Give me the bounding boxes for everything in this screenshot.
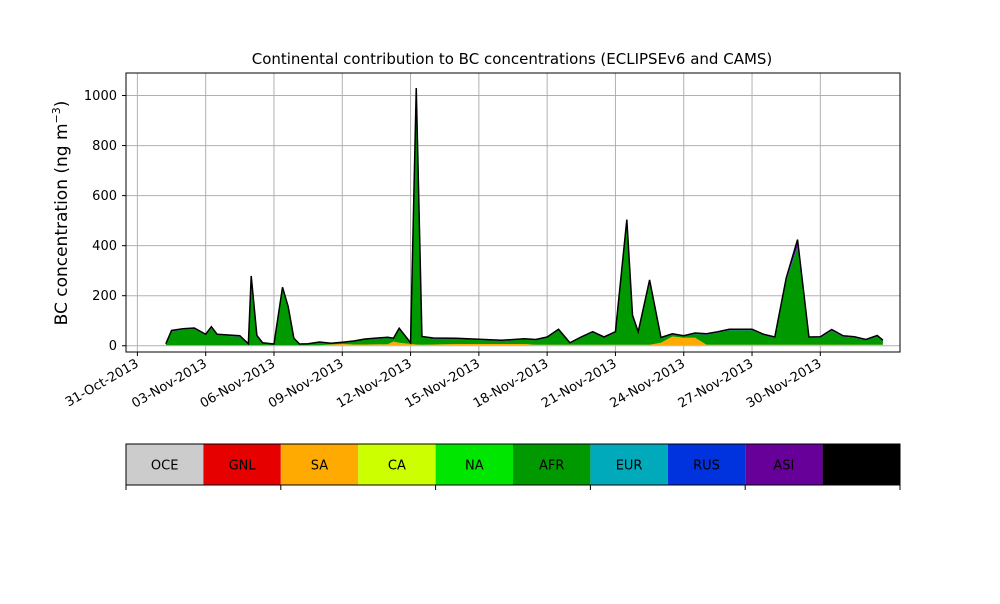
legend-label-na: NA — [465, 459, 484, 474]
y-tick-label: 400 — [92, 239, 117, 254]
x-tick-label: 21-Nov-2013 — [539, 356, 619, 411]
legend-swatch-aus — [822, 444, 900, 485]
legend-colorbar: OCE GNL SA CA NA AFR EUR RUS ASI AUS — [125, 443, 901, 490]
legend-label-aus: AUS — [848, 459, 875, 474]
x-tick-label: 15-Nov-2013 — [403, 356, 483, 411]
x-tick-label: 31-Oct-2013 — [63, 356, 141, 410]
series-area-asi — [165, 88, 883, 345]
y-tick-label: 0 — [109, 339, 117, 354]
legend-frame — [125, 443, 901, 486]
x-tick-label: 30-Nov-2013 — [744, 356, 824, 411]
legend-swatch-sa — [280, 444, 359, 485]
total-outline — [165, 87, 884, 346]
series-area-afr — [165, 93, 883, 346]
legend-label-eur: EUR — [616, 459, 643, 474]
y-axis-label-close: ) — [52, 101, 72, 108]
y-axis-label-superscript: −3 — [50, 107, 63, 123]
legend-label-asi: ASI — [773, 459, 794, 474]
x-tick-label: 18-Nov-2013 — [471, 356, 551, 411]
plot-frame — [125, 72, 901, 353]
legend-swatch-gnl — [203, 444, 281, 485]
y-tick-label: 1000 — [84, 89, 117, 104]
legend-swatch-na — [435, 444, 513, 485]
x-tick-label: 03-Nov-2013 — [129, 356, 209, 411]
legend-swatch-rus — [667, 444, 746, 485]
x-tick-label: 12-Nov-2013 — [334, 356, 414, 411]
y-axis-label-main: BC concentration (ng m — [52, 123, 72, 325]
legend-swatch-asi — [745, 444, 823, 485]
x-tick-label: 27-Nov-2013 — [676, 356, 756, 411]
legend-label-rus: RUS — [693, 459, 720, 474]
y-axis-label: BC concentration (ng m−3) — [50, 101, 72, 326]
x-tick-label: 06-Nov-2013 — [198, 356, 278, 411]
y-tick-label: 600 — [92, 189, 117, 204]
series-area-rus — [165, 91, 883, 345]
series-area-oce — [165, 345, 883, 346]
series-area-sa — [165, 336, 883, 346]
y-tick-label: 200 — [92, 289, 117, 304]
chart-title: Continental contribution to BC concentra… — [252, 50, 773, 68]
legend-swatch-eur — [590, 444, 668, 485]
x-tick-label: 09-Nov-2013 — [266, 356, 346, 411]
legend-swatch-oce — [126, 444, 204, 485]
legend-label-ca: CA — [388, 459, 406, 474]
legend-swatch-afr — [513, 444, 591, 485]
x-tick-label: 24-Nov-2013 — [607, 356, 687, 411]
legend-label-sa: SA — [311, 459, 328, 474]
legend-swatch-ca — [358, 444, 436, 485]
legend-label-gnl: GNL — [229, 459, 257, 474]
y-tick-label: 800 — [92, 139, 117, 154]
plot-area: 0200400600800100031-Oct-201303-Nov-20130… — [63, 72, 901, 411]
legend-label-oce: OCE — [151, 459, 179, 474]
legend-label-afr: AFR — [539, 459, 564, 474]
